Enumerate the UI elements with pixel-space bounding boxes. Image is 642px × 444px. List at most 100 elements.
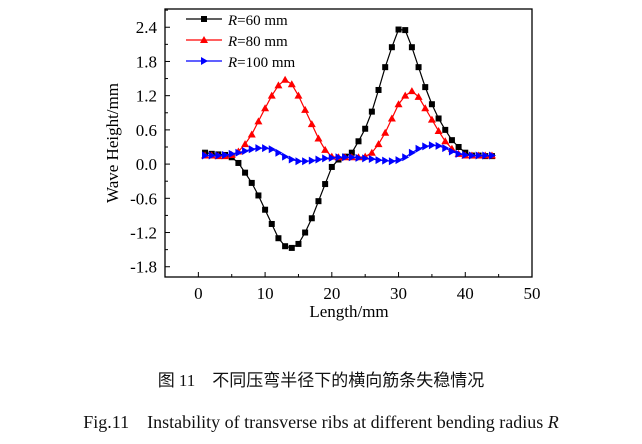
data-point [255,144,263,153]
data-point [254,117,263,125]
data-point [374,140,383,148]
data-point [208,151,216,160]
chart: 0 10 20 30 40 50 -1.8 -1.2 -0.6 0.0 0.6 1.2 1.8 2.4 R=… [103,8,541,321]
data-point [462,150,470,159]
data-point [235,159,242,166]
data-point [241,140,250,148]
data-point [468,151,476,160]
legend-marker [201,16,207,22]
data-point [275,148,283,157]
data-point [282,152,290,161]
data-point [382,156,390,165]
data-point [348,153,356,162]
data-point [247,130,256,138]
data-point [428,141,436,150]
data-point [295,157,303,166]
data-point [335,153,343,162]
legend-label: R=80 mm [227,34,288,50]
data-point [414,92,423,100]
plot-frame [164,8,533,278]
data-point [381,128,390,136]
data-point [222,150,230,159]
data-point [215,151,223,160]
y-tick-label: 0.6 [136,121,157,140]
data-point [402,27,409,34]
caption-variable: R [547,412,559,432]
data-point [388,157,396,166]
data-point [307,120,316,128]
data-point [475,151,483,160]
data-point [408,148,416,157]
data-point [287,80,296,88]
x-tick-label: 40 [457,284,474,303]
data-point [455,143,462,150]
data-point [301,105,310,113]
x-tick-label: 0 [194,284,203,303]
data-point [308,156,316,165]
x-tick-label: 20 [323,284,340,303]
data-point [275,235,282,242]
data-point [435,141,443,150]
data-point [427,115,436,123]
data-point [368,154,376,163]
y-tick-label: 0.0 [136,155,157,174]
data-point [228,149,236,158]
data-point [387,114,396,122]
caption-english: Fig.11 Instability of transverse ribs at… [0,408,642,434]
data-point [382,64,389,71]
data-point [255,192,262,199]
y-tick-label: 1.2 [136,87,157,106]
data-point [408,44,415,51]
caption-english-text: Fig.11 Instability of transverse ribs at… [83,412,548,432]
data-point [261,104,270,112]
data-point [302,229,309,236]
data-point [268,145,276,154]
data-point [435,115,442,122]
data-point [415,64,422,71]
data-point [267,91,276,99]
data-point [355,153,363,162]
data-point [308,215,315,222]
data-point [428,101,435,108]
data-point [395,156,403,165]
x-axis-label: Length/mm [309,302,388,321]
data-point [402,153,410,162]
legend-label: R=60 mm [227,13,288,29]
data-point [422,84,429,91]
data-point [368,108,375,115]
data-point [441,137,450,145]
legend-label: R=100 mm [227,55,296,71]
data-point [362,154,370,163]
y-tick-label: -1.8 [130,258,157,277]
data-point [322,181,329,188]
y-tick-label: 2.4 [136,18,158,37]
data-point [455,149,463,158]
data-point [268,220,275,227]
legend-marker [200,36,208,43]
legend-marker [201,57,208,65]
data-point [482,151,490,160]
data-point [281,75,290,83]
x-tick-label: 30 [390,284,407,303]
data-point [407,87,416,95]
data-point [367,148,376,156]
data-point [302,157,310,166]
data-point [362,125,369,132]
y-axis-label: Wave Height/mm [103,83,122,203]
data-point [235,148,243,157]
y-tick-label: -1.2 [130,224,157,243]
data-point [274,81,283,89]
data-point [321,145,330,153]
caption-chinese: 图 11 不同压弯半径下的横向筋条失稳情况 [157,371,485,390]
data-point [315,155,323,164]
data-point [442,144,450,153]
data-point [314,134,323,142]
data-point [328,163,335,170]
data-point [421,104,430,112]
data-point [295,240,302,247]
y-tick-label: -0.6 [130,189,157,208]
data-point [202,151,210,160]
data-point [322,154,330,163]
data-point [434,127,443,135]
data-point [415,144,423,153]
